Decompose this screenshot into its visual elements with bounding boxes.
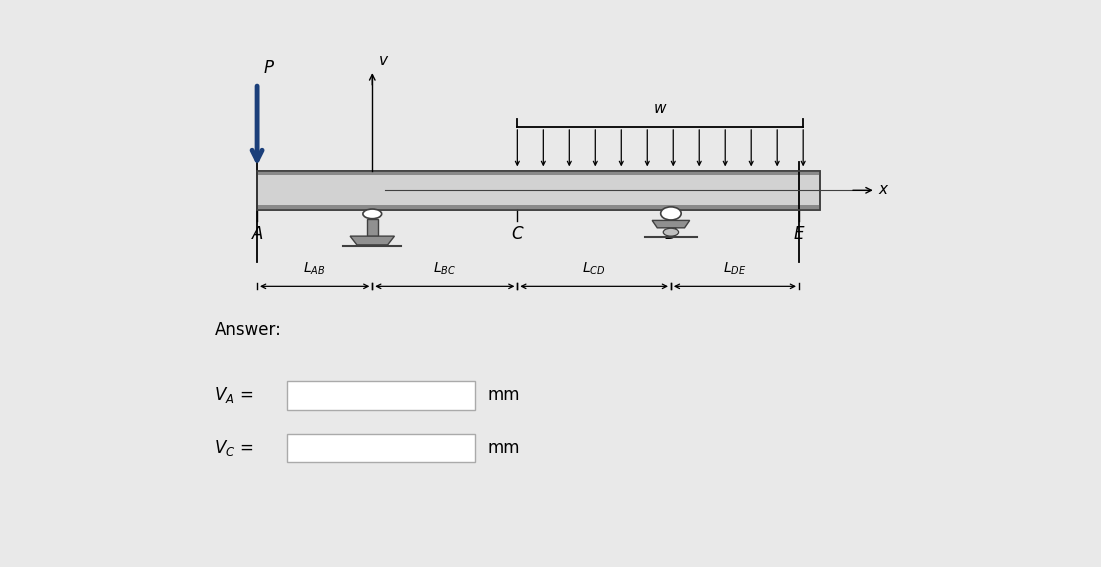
Text: x: x bbox=[879, 182, 887, 197]
Text: $L_{BC}$: $L_{BC}$ bbox=[433, 260, 457, 277]
Text: A: A bbox=[251, 225, 263, 243]
Polygon shape bbox=[652, 221, 689, 228]
Text: $V_A$ =: $V_A$ = bbox=[215, 386, 253, 405]
Text: $L_{AB}$: $L_{AB}$ bbox=[304, 260, 326, 277]
FancyBboxPatch shape bbox=[287, 434, 475, 462]
Bar bbox=[258, 205, 820, 210]
Bar bbox=[367, 219, 378, 236]
Text: B: B bbox=[367, 225, 378, 243]
Text: $L_{DE}$: $L_{DE}$ bbox=[723, 260, 746, 277]
Text: P: P bbox=[264, 59, 274, 77]
Text: C: C bbox=[512, 225, 523, 243]
Circle shape bbox=[663, 229, 678, 236]
Circle shape bbox=[363, 209, 382, 219]
Text: v: v bbox=[379, 53, 388, 68]
Text: mm: mm bbox=[488, 387, 520, 404]
Text: E: E bbox=[794, 225, 804, 243]
Text: D: D bbox=[665, 225, 677, 243]
Polygon shape bbox=[350, 236, 394, 245]
Text: $V_C$ =: $V_C$ = bbox=[215, 438, 254, 458]
FancyBboxPatch shape bbox=[287, 381, 475, 410]
Text: $L_{CD}$: $L_{CD}$ bbox=[582, 260, 606, 277]
Bar bbox=[258, 171, 820, 210]
Ellipse shape bbox=[661, 207, 682, 220]
Text: Answer:: Answer: bbox=[215, 321, 281, 338]
Bar bbox=[258, 171, 820, 210]
Text: w: w bbox=[654, 101, 666, 116]
Text: mm: mm bbox=[488, 439, 520, 457]
Bar bbox=[258, 171, 820, 175]
